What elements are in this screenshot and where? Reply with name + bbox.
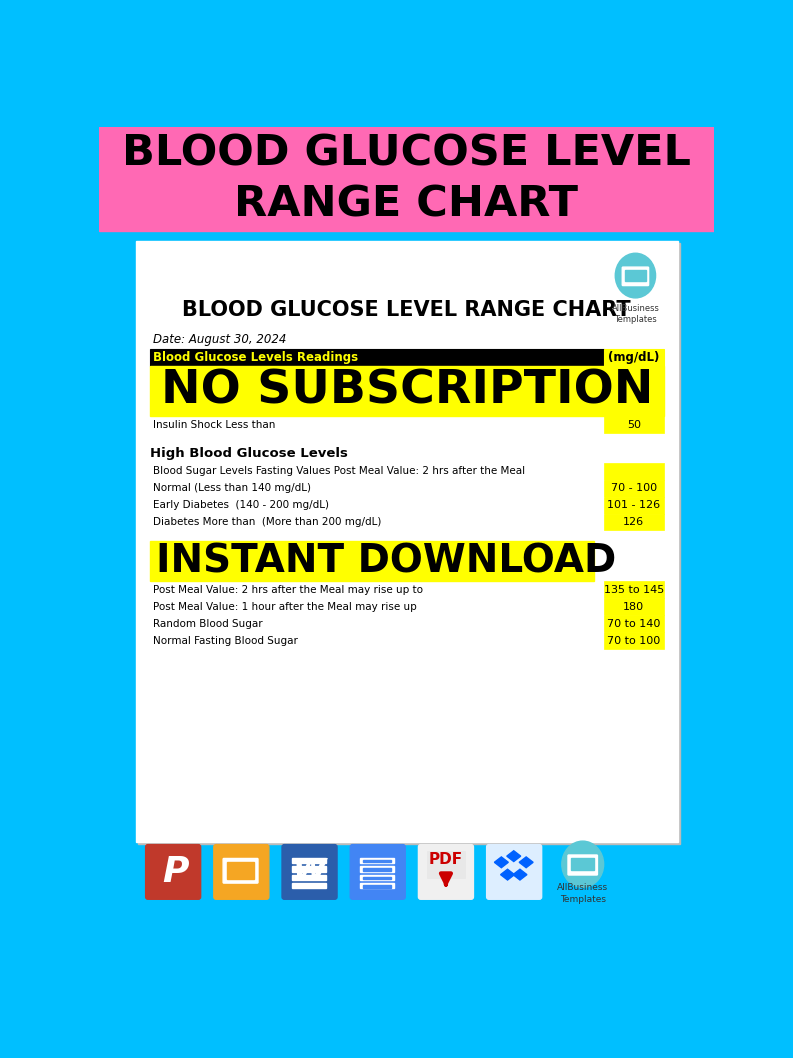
Bar xyxy=(150,632,603,649)
Text: 130: 130 xyxy=(623,403,645,413)
Text: Insulin Shock Less than: Insulin Shock Less than xyxy=(153,420,276,430)
FancyBboxPatch shape xyxy=(623,267,649,286)
Bar xyxy=(363,860,391,862)
Bar xyxy=(136,241,678,841)
Bar xyxy=(603,479,664,496)
Bar xyxy=(360,883,394,889)
Text: PDF: PDF xyxy=(429,853,463,868)
Bar xyxy=(227,862,254,879)
Ellipse shape xyxy=(615,253,656,298)
Text: 70 to 140: 70 to 140 xyxy=(607,619,661,628)
Text: 70 - 140: 70 - 140 xyxy=(611,369,657,379)
Bar xyxy=(363,886,391,888)
Bar xyxy=(603,462,664,479)
Bar xyxy=(603,383,664,400)
Text: 70 - 100: 70 - 100 xyxy=(611,484,657,493)
Text: Normal: Normal xyxy=(153,369,191,379)
Bar xyxy=(571,858,594,871)
Bar xyxy=(150,615,603,632)
Text: Random Blood Sugar: Random Blood Sugar xyxy=(153,619,263,628)
Bar xyxy=(603,632,664,649)
FancyBboxPatch shape xyxy=(419,844,473,899)
FancyBboxPatch shape xyxy=(223,858,258,883)
Text: Blood Glucose Levels Readings: Blood Glucose Levels Readings xyxy=(153,350,358,364)
Text: High Blood Glucose Levels: High Blood Glucose Levels xyxy=(150,448,347,460)
Bar xyxy=(292,858,326,863)
FancyBboxPatch shape xyxy=(214,844,269,899)
Bar xyxy=(150,513,603,530)
Text: BLOOD GLUCOSE LEVEL
RANGE CHART: BLOOD GLUCOSE LEVEL RANGE CHART xyxy=(122,133,691,225)
Bar xyxy=(150,366,664,417)
Polygon shape xyxy=(513,870,527,880)
Text: Normal (Less than 140 mg/dL): Normal (Less than 140 mg/dL) xyxy=(153,484,312,493)
Bar xyxy=(603,417,664,434)
Bar xyxy=(427,851,465,878)
Text: 50: 50 xyxy=(627,420,641,430)
Text: Hypoglycemia (Low Blood Glucose) Less than: Hypoglycemia (Low Blood Glucose) Less th… xyxy=(153,386,390,396)
Text: Date: August 30, 2024: Date: August 30, 2024 xyxy=(152,333,286,346)
Bar xyxy=(603,598,664,615)
Text: 70 to 100: 70 to 100 xyxy=(607,636,661,645)
Bar xyxy=(150,496,603,513)
Bar xyxy=(292,883,326,889)
FancyBboxPatch shape xyxy=(146,844,201,899)
Text: Hyperglycemia (High Blood Glucose) More than: Hyperglycemia (High Blood Glucose) More … xyxy=(153,403,401,413)
Bar xyxy=(292,867,326,872)
Text: AllBusiness
Templates: AllBusiness Templates xyxy=(557,883,608,904)
Bar xyxy=(626,270,646,281)
Bar xyxy=(150,542,594,581)
Text: Post Meal Value: 2 hrs after the Meal may rise up to: Post Meal Value: 2 hrs after the Meal ma… xyxy=(153,585,423,595)
FancyBboxPatch shape xyxy=(282,844,337,899)
Polygon shape xyxy=(507,851,521,861)
Bar xyxy=(360,875,394,880)
FancyBboxPatch shape xyxy=(568,855,597,875)
Bar xyxy=(603,513,664,530)
Text: 70: 70 xyxy=(626,386,641,396)
Text: Early Diabetes  (140 - 200 mg/dL): Early Diabetes (140 - 200 mg/dL) xyxy=(153,500,329,510)
Bar xyxy=(603,400,664,417)
Bar xyxy=(603,581,664,598)
Bar xyxy=(150,462,603,479)
Text: Post Meal Value: 1 hour after the Meal may rise up: Post Meal Value: 1 hour after the Meal m… xyxy=(153,602,417,612)
Bar xyxy=(603,615,664,632)
Text: W: W xyxy=(293,857,327,887)
Polygon shape xyxy=(494,857,508,868)
FancyBboxPatch shape xyxy=(487,844,542,899)
Text: 180: 180 xyxy=(623,602,645,612)
Text: Blood Sugar Levels Fasting Values Post Meal Value: 2 hrs after the Meal: Blood Sugar Levels Fasting Values Post M… xyxy=(153,467,526,476)
Bar xyxy=(150,400,603,417)
Bar xyxy=(150,366,603,383)
Bar xyxy=(603,366,664,383)
Text: (mg/dL): (mg/dL) xyxy=(608,350,660,364)
Bar xyxy=(363,877,391,879)
Bar xyxy=(150,383,603,400)
Bar xyxy=(150,598,603,615)
Bar xyxy=(360,867,394,872)
Polygon shape xyxy=(519,857,533,868)
Text: BLOOD GLUCOSE LEVEL RANGE CHART: BLOOD GLUCOSE LEVEL RANGE CHART xyxy=(182,300,631,321)
Polygon shape xyxy=(500,870,515,880)
Ellipse shape xyxy=(561,841,603,888)
Bar xyxy=(150,417,603,434)
Text: 135 to 145: 135 to 145 xyxy=(603,585,664,595)
Text: P: P xyxy=(163,855,189,889)
Text: Diabetes More than  (More than 200 mg/dL): Diabetes More than (More than 200 mg/dL) xyxy=(153,517,381,527)
Bar xyxy=(603,349,664,366)
Text: INSTANT DOWNLOAD: INSTANT DOWNLOAD xyxy=(155,543,616,580)
Bar xyxy=(292,875,326,880)
Text: 101 - 126: 101 - 126 xyxy=(607,500,661,510)
Text: Normal Fasting Blood Sugar: Normal Fasting Blood Sugar xyxy=(153,636,298,645)
Bar xyxy=(99,127,714,231)
Text: 126: 126 xyxy=(623,517,645,527)
Bar xyxy=(150,581,603,598)
FancyBboxPatch shape xyxy=(351,844,405,899)
Bar xyxy=(138,243,680,844)
Bar xyxy=(150,479,603,496)
Bar xyxy=(603,496,664,513)
Bar xyxy=(363,869,391,871)
Text: AllBusiness
Templates: AllBusiness Templates xyxy=(611,304,659,324)
Text: NO SUBSCRIPTION: NO SUBSCRIPTION xyxy=(161,368,653,414)
Bar xyxy=(150,349,603,366)
Bar xyxy=(360,858,394,863)
